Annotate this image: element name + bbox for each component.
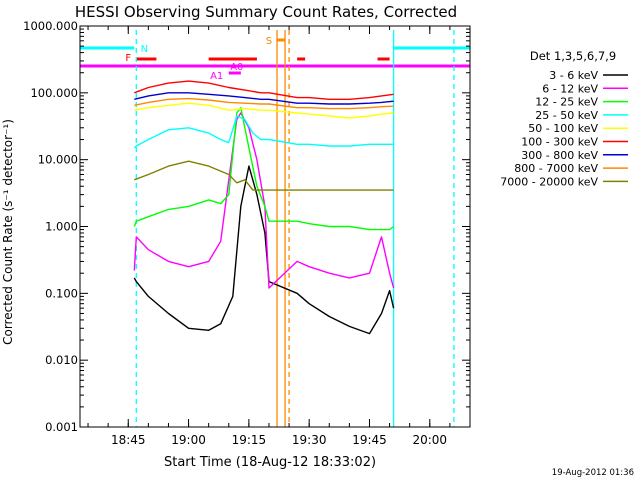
x-tick-label: 19:30 <box>292 433 327 447</box>
flag-label: A1 <box>210 71 223 82</box>
legend-title: Det 1,3,5,6,7,9 <box>530 49 616 63</box>
y-tick-label: 0.001 <box>45 420 78 434</box>
y-tick-label: 1.000 <box>45 220 78 234</box>
x-tick-label: 19:15 <box>232 433 267 447</box>
flag-label: S <box>266 36 272 47</box>
series-line <box>134 97 394 110</box>
series-line <box>133 106 395 231</box>
series-line <box>134 80 394 101</box>
legend-label: 7000 - 20000 keV <box>500 175 598 188</box>
x-tick-label: 19:00 <box>171 433 206 447</box>
legend-label: 800 - 7000 keV <box>514 162 598 175</box>
series-line <box>133 115 394 149</box>
legend-label: 3 - 6 keV <box>549 69 598 82</box>
x-axis-label: Start Time (18-Aug-12 18:33:02) <box>164 455 376 470</box>
flag-label: A0 <box>230 62 243 73</box>
flag-label: F <box>125 53 131 64</box>
legend-label: 100 - 300 keV <box>521 136 598 149</box>
series-line <box>134 102 394 119</box>
y-tick-label: 0.100 <box>45 286 78 300</box>
legend-label: 6 - 12 keV <box>542 82 598 95</box>
timestamp: 19-Aug-2012 01:36 <box>552 468 634 478</box>
y-axis-label: Corrected Count Rate (s⁻¹ detector⁻¹) <box>1 119 15 345</box>
series-line <box>133 112 395 289</box>
x-tick-label: 20:00 <box>412 433 447 447</box>
series-line <box>134 160 394 191</box>
y-tick-label: 0.010 <box>45 353 78 367</box>
flag-label: N <box>141 44 148 55</box>
legend-label: 300 - 800 keV <box>521 149 598 162</box>
series-line <box>134 92 394 105</box>
x-tick-label: 19:45 <box>352 433 387 447</box>
x-tick-label: 18:45 <box>111 433 146 447</box>
y-tick-label: 10.000 <box>38 153 78 167</box>
legend-label: 50 - 100 keV <box>528 122 598 135</box>
y-tick-label: 1000.000 <box>23 19 78 33</box>
y-tick-label: 100.000 <box>30 86 78 100</box>
plot-area: NF A1 A0 S <box>80 30 470 427</box>
series-line <box>133 165 395 335</box>
legend-label: 12 - 25 keV <box>535 96 598 109</box>
legend-label: 25 - 50 keV <box>535 109 598 122</box>
chart-title: HESSI Observing Summary Count Rates, Cor… <box>75 3 457 21</box>
axes: 1000.000 100.000 10.000 1.000 0.100 0.010 0.00… <box>23 19 471 447</box>
